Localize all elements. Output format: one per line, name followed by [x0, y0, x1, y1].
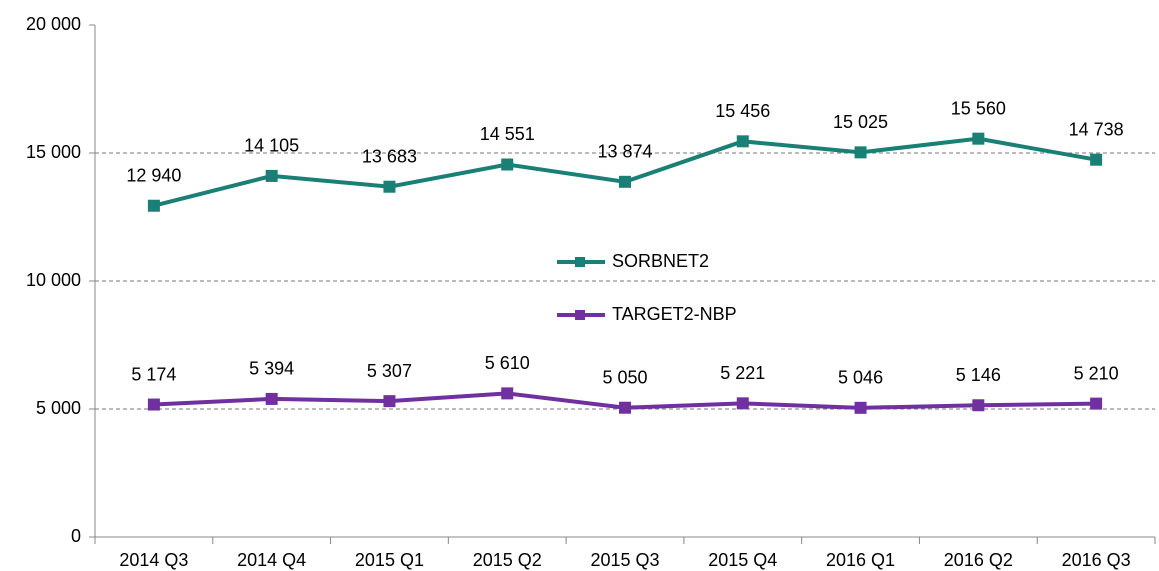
data-label: 14 551: [480, 124, 535, 144]
data-label: 14 738: [1069, 119, 1124, 139]
x-tick-label: 2014 Q3: [119, 550, 188, 570]
point-marker: [736, 397, 749, 410]
point-marker: [1090, 153, 1103, 166]
data-label: 5 221: [720, 363, 765, 383]
legend-marker: [575, 310, 585, 320]
y-tick-label: 0: [71, 526, 81, 546]
data-label: 5 046: [838, 368, 883, 388]
point-marker: [147, 398, 160, 411]
data-label: 5 610: [485, 353, 530, 373]
data-label: 12 940: [126, 165, 181, 185]
point-marker: [736, 135, 749, 148]
data-label: 13 683: [362, 146, 417, 166]
data-label: 5 174: [131, 364, 176, 384]
data-label: 5 394: [249, 359, 294, 379]
x-tick-label: 2016 Q3: [1062, 550, 1131, 570]
point-marker: [383, 395, 396, 408]
data-label: 14 105: [244, 136, 299, 156]
point-marker: [147, 199, 160, 212]
y-tick-label: 10 000: [26, 270, 81, 290]
legend-label: TARGET2-NBP: [612, 304, 737, 324]
data-label: 15 025: [833, 112, 888, 132]
data-label: 15 456: [715, 101, 770, 121]
x-tick-label: 2015 Q1: [355, 550, 424, 570]
point-marker: [501, 158, 514, 171]
data-label: 15 560: [951, 98, 1006, 118]
x-tick-label: 2015 Q2: [473, 550, 542, 570]
y-tick-label: 15 000: [26, 142, 81, 162]
point-marker: [972, 399, 985, 412]
data-label: 5 307: [367, 361, 412, 381]
point-marker: [501, 387, 514, 400]
x-tick-label: 2015 Q3: [590, 550, 659, 570]
x-tick-label: 2014 Q4: [237, 550, 306, 570]
point-marker: [383, 180, 396, 193]
point-marker: [265, 169, 278, 182]
y-tick-label: 5 000: [36, 398, 81, 418]
data-label: 5 050: [602, 367, 647, 387]
point-marker: [854, 146, 867, 159]
point-marker: [1090, 397, 1103, 410]
data-label: 5 210: [1074, 363, 1119, 383]
data-label: 5 146: [956, 365, 1001, 385]
y-tick-label: 20 000: [26, 14, 81, 34]
x-tick-label: 2016 Q1: [826, 550, 895, 570]
legend-marker: [575, 257, 585, 267]
point-marker: [972, 132, 985, 145]
data-label: 13 874: [597, 142, 652, 162]
point-marker: [854, 401, 867, 414]
point-marker: [619, 401, 631, 414]
x-tick-label: 2016 Q2: [944, 550, 1013, 570]
legend-label: SORBNET2: [612, 251, 709, 271]
point-marker: [619, 175, 631, 188]
x-tick-label: 2015 Q4: [708, 550, 777, 570]
point-marker: [265, 392, 278, 405]
